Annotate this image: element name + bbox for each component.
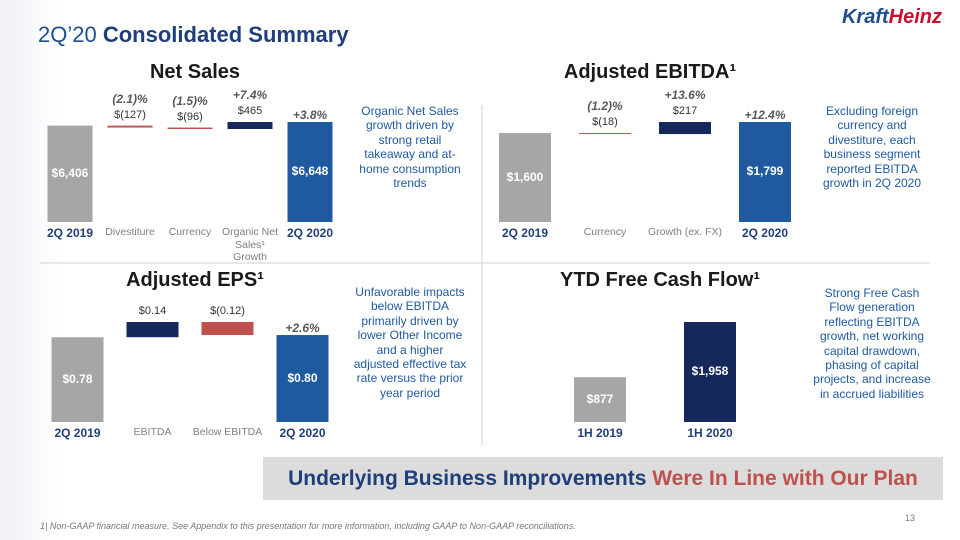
bar (126, 322, 179, 338)
x-tick-label: EBITDA (133, 426, 172, 438)
period: 2Q’20 (38, 22, 97, 47)
value-label: $6,406 (51, 165, 89, 180)
annotation: +3.8% (292, 108, 328, 122)
chart-title: Adjusted EPS¹ (126, 269, 264, 291)
bar (107, 125, 153, 128)
value-label: $0.78 (62, 371, 93, 386)
annotation: (1.2)% (587, 99, 623, 114)
value-label: $0.14 (138, 305, 167, 317)
banner: Underlying Business Improvements Were In… (263, 457, 943, 500)
value-label: $1,600 (506, 169, 544, 184)
x-tick-label: Growth (ex. FX) (647, 226, 723, 238)
bar (201, 322, 254, 336)
slide-title: 2Q’20 Consolidated Summary (38, 22, 349, 48)
logo: KraftHeinz (842, 6, 942, 29)
value-label: $(127) (114, 108, 146, 121)
annotation: (1.5)% (172, 93, 208, 108)
x-tick-label: 2Q 2020 (741, 226, 789, 240)
chart-title: Adjusted EBITDA¹ (563, 61, 737, 83)
chart-note: Strong Free Cash Flow generation reflect… (813, 286, 931, 401)
bar (51, 337, 104, 422)
x-tick-label: Divestiture (105, 226, 155, 238)
bar (47, 125, 93, 222)
bar (499, 133, 551, 222)
bar (276, 335, 329, 422)
chart-title: Net Sales (149, 61, 241, 83)
annotation: +13.6% (664, 88, 706, 102)
title: Consolidated Summary (102, 22, 349, 47)
value-label: $(18) (592, 116, 618, 129)
bar (659, 122, 711, 135)
x-tick-label: 2Q 2019 (54, 426, 101, 440)
x-tick-label: 2Q 2019 (501, 226, 549, 240)
chart-note: Organic Net Sales growth driven by stron… (359, 104, 461, 190)
value-label: $6,648 (291, 164, 329, 178)
value-label: $(96) (177, 110, 203, 123)
banner-tail: Were In Line with Our Plan (652, 467, 918, 490)
annotation: +2.6% (285, 321, 320, 336)
annotation: (2.1)% (112, 91, 148, 106)
chart-title: YTD Free Cash Flow¹ (559, 269, 761, 291)
x-tick-label: 1H 2019 (577, 426, 623, 440)
footnote: 1| Non-GAAP financial measure. See Appen… (40, 521, 576, 531)
value-label: $(0.12) (210, 305, 245, 317)
value-label: $1,958 (691, 364, 729, 378)
page-number: 13 (905, 513, 916, 523)
bar (579, 133, 631, 135)
bar (684, 322, 736, 422)
x-tick-label: Below EBITDA (192, 426, 263, 438)
bar (574, 377, 626, 422)
x-tick-label: 2Q 2019 (46, 226, 94, 240)
x-tick-label: Currency (168, 226, 212, 238)
value-label: $1,799 (746, 164, 784, 178)
annotation: +12.4% (744, 108, 786, 122)
bar (167, 127, 213, 129)
annotation: +7.4% (232, 88, 268, 102)
x-tick-label: Currency (583, 226, 627, 238)
value-label: $217 (672, 105, 698, 117)
bar (287, 122, 333, 222)
banner-lead: Underlying Business Improvements (288, 467, 647, 490)
logo-b: Heinz (888, 6, 942, 28)
x-tick-label: 2Q 2020 (279, 426, 326, 440)
value-label: $877 (586, 391, 614, 406)
logo-a: Kraft (841, 6, 889, 28)
value-label: $0.80 (287, 370, 318, 385)
chart-note: Unfavorable impacts below EBITDA primari… (353, 285, 467, 400)
x-tick-label: Organic Net Sales¹ Growth (221, 226, 279, 264)
bar (739, 122, 791, 222)
x-tick-label: 2Q 2020 (286, 226, 334, 240)
chart-note: Excluding foreign currency and divestitu… (822, 104, 922, 190)
x-tick-label: 1H 2020 (687, 426, 733, 440)
bar (227, 122, 273, 129)
value-label: $465 (237, 105, 263, 117)
